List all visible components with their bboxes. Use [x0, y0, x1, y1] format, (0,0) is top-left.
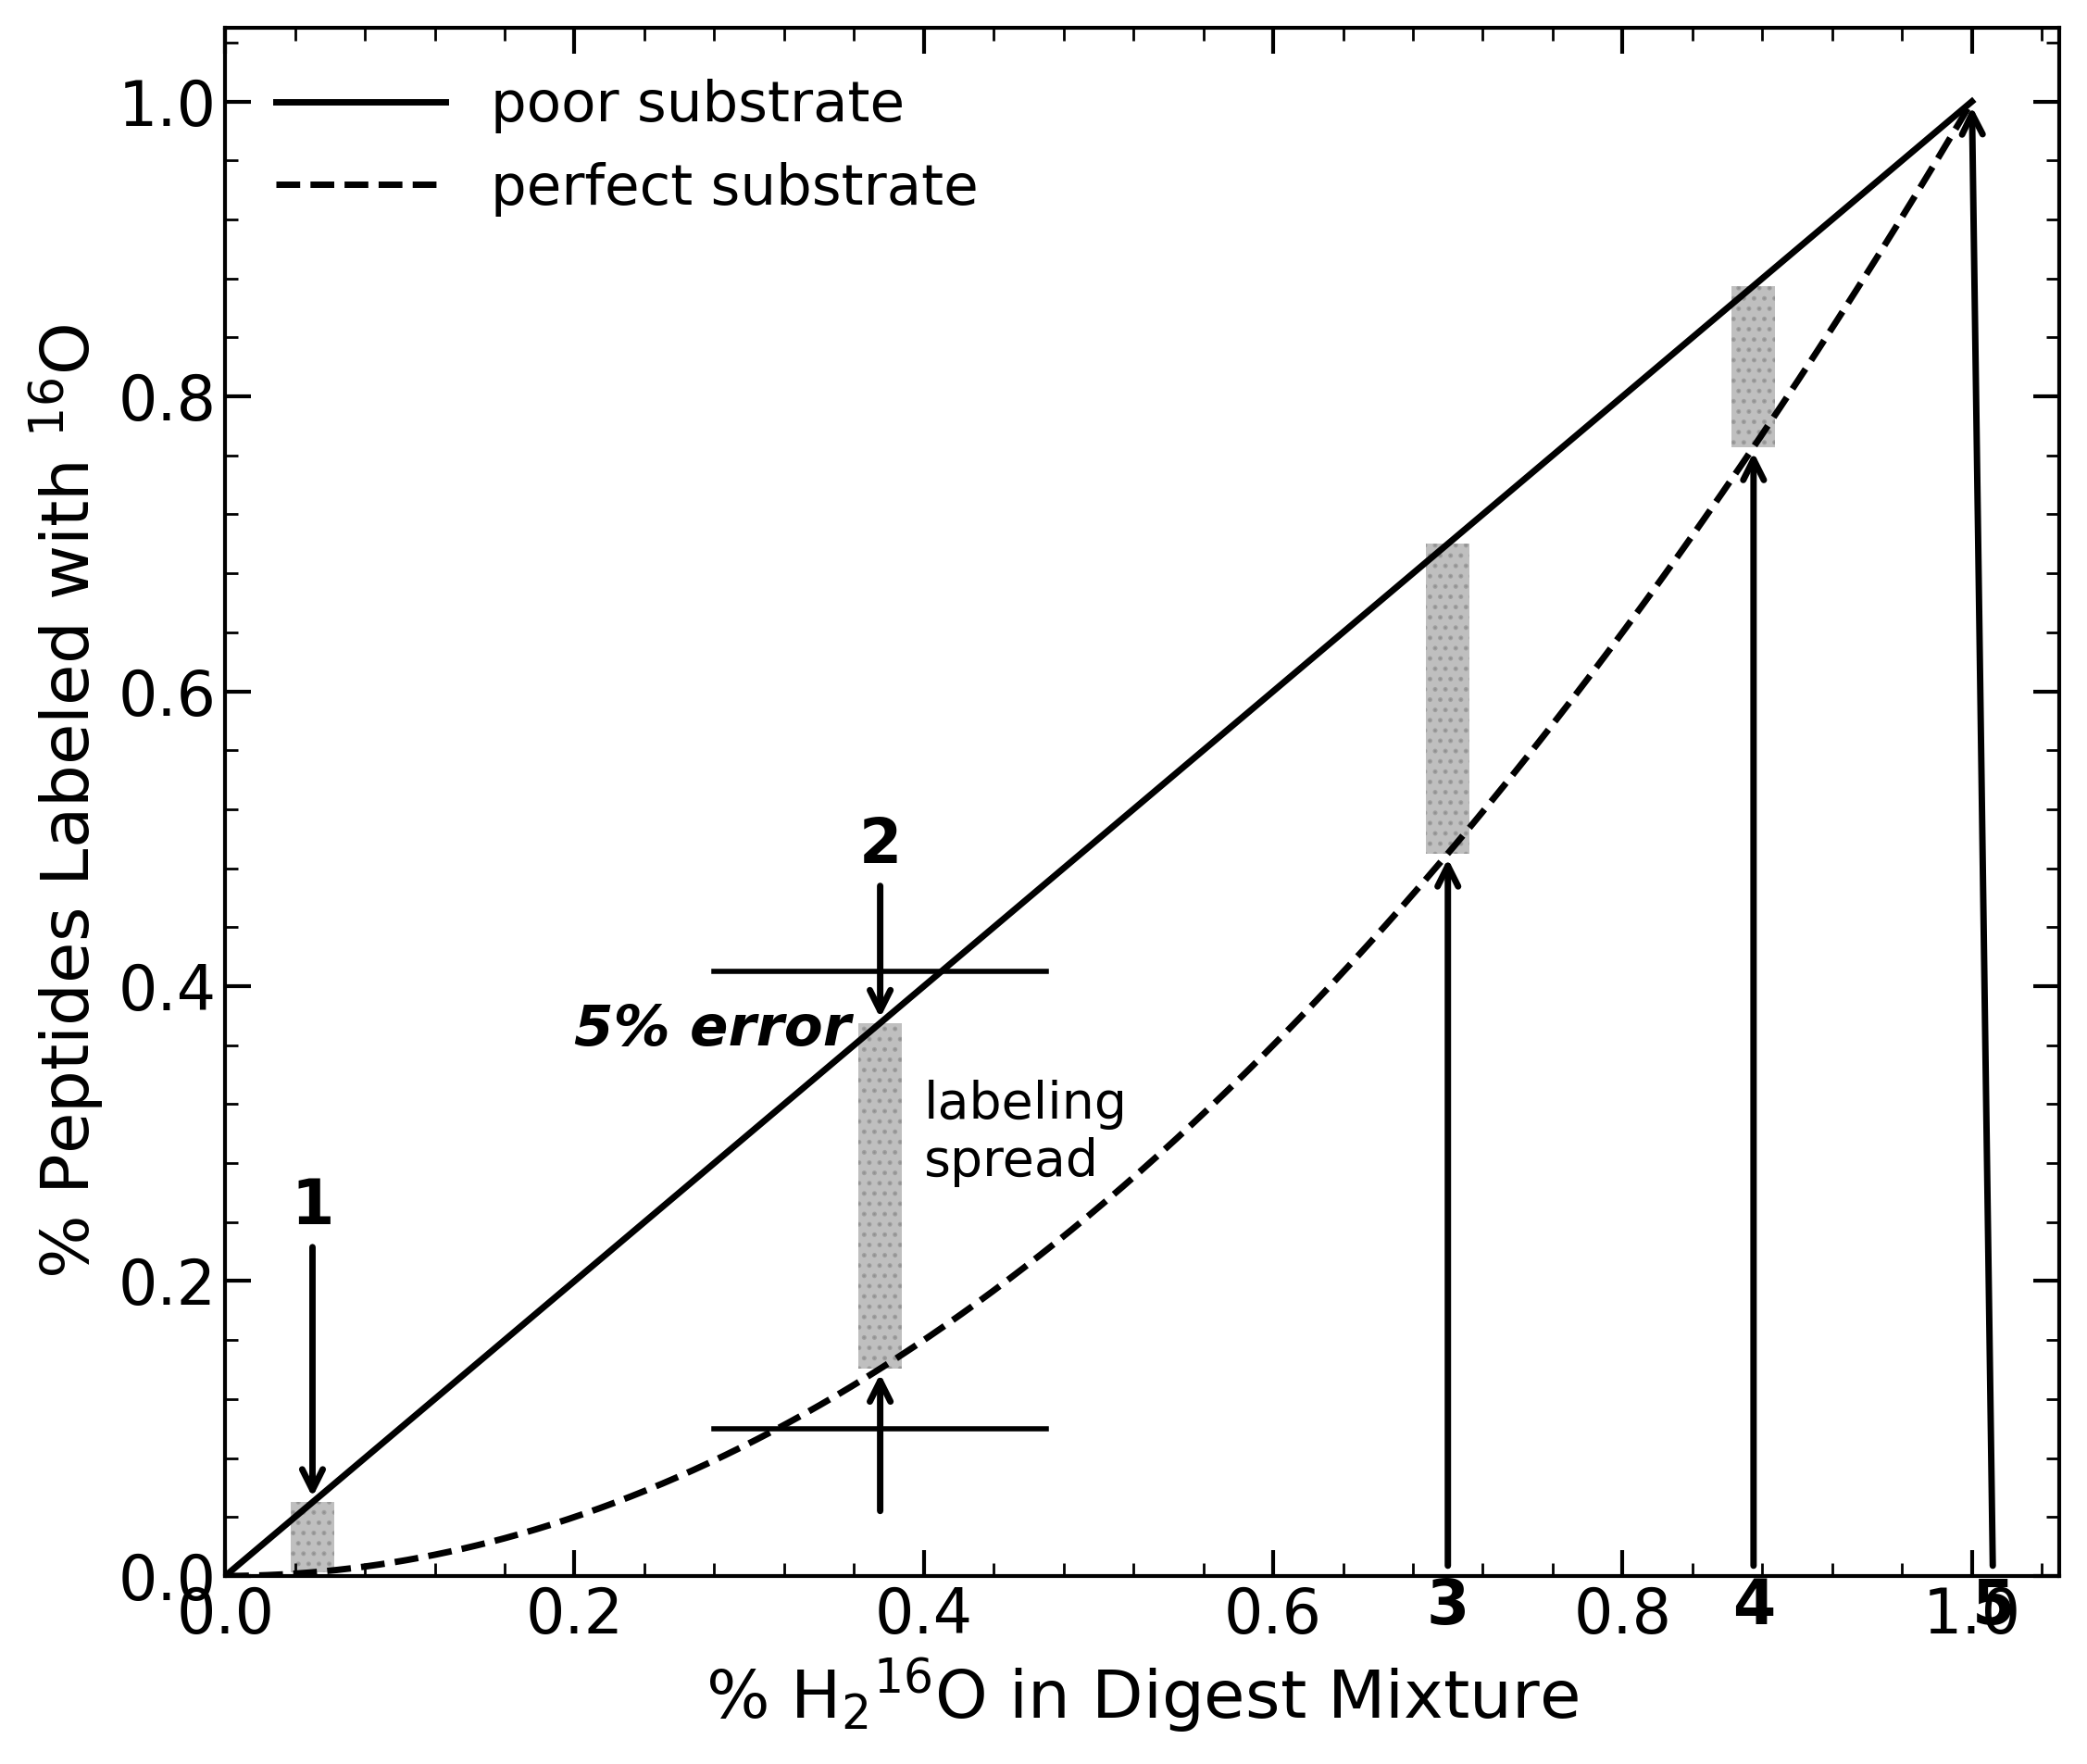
perfect substrate	[1413, 870, 1438, 891]
Text: 1: 1	[290, 1177, 334, 1491]
Line: perfect substrate: perfect substrate	[225, 102, 1972, 1575]
poor substrate	[1413, 552, 1438, 573]
perfect substrate	[1607, 626, 1632, 647]
X-axis label: % H$_2$$^{16}$O in Digest Mixture: % H$_2$$^{16}$O in Digest Mixture	[705, 1656, 1578, 1736]
poor substrate	[983, 916, 1008, 937]
Line: poor substrate: poor substrate	[225, 102, 1972, 1575]
perfect substrate	[1576, 669, 1601, 690]
Text: labeling
spread: labeling spread	[925, 1080, 1127, 1187]
Legend: poor substrate, perfect substrate: poor substrate, perfect substrate	[253, 56, 1002, 238]
Text: 5% error: 5% error	[574, 1004, 851, 1058]
perfect substrate	[390, 1551, 415, 1572]
perfect substrate	[983, 1279, 1008, 1300]
perfect substrate	[918, 1325, 943, 1346]
poor substrate	[390, 1415, 415, 1436]
Text: 2: 2	[858, 815, 902, 1011]
Text: 4: 4	[1732, 459, 1774, 1637]
Text: 3: 3	[1425, 866, 1469, 1637]
perfect substrate	[1960, 92, 1985, 113]
poor substrate	[1960, 92, 1985, 113]
poor substrate	[1576, 416, 1601, 437]
poor substrate	[918, 968, 943, 990]
poor substrate	[213, 1565, 238, 1586]
Y-axis label: % Peptides Labeled with $^{16}$O: % Peptides Labeled with $^{16}$O	[27, 325, 109, 1279]
perfect substrate	[213, 1565, 238, 1586]
Text: 5: 5	[1962, 115, 2014, 1637]
poor substrate	[1607, 390, 1632, 411]
